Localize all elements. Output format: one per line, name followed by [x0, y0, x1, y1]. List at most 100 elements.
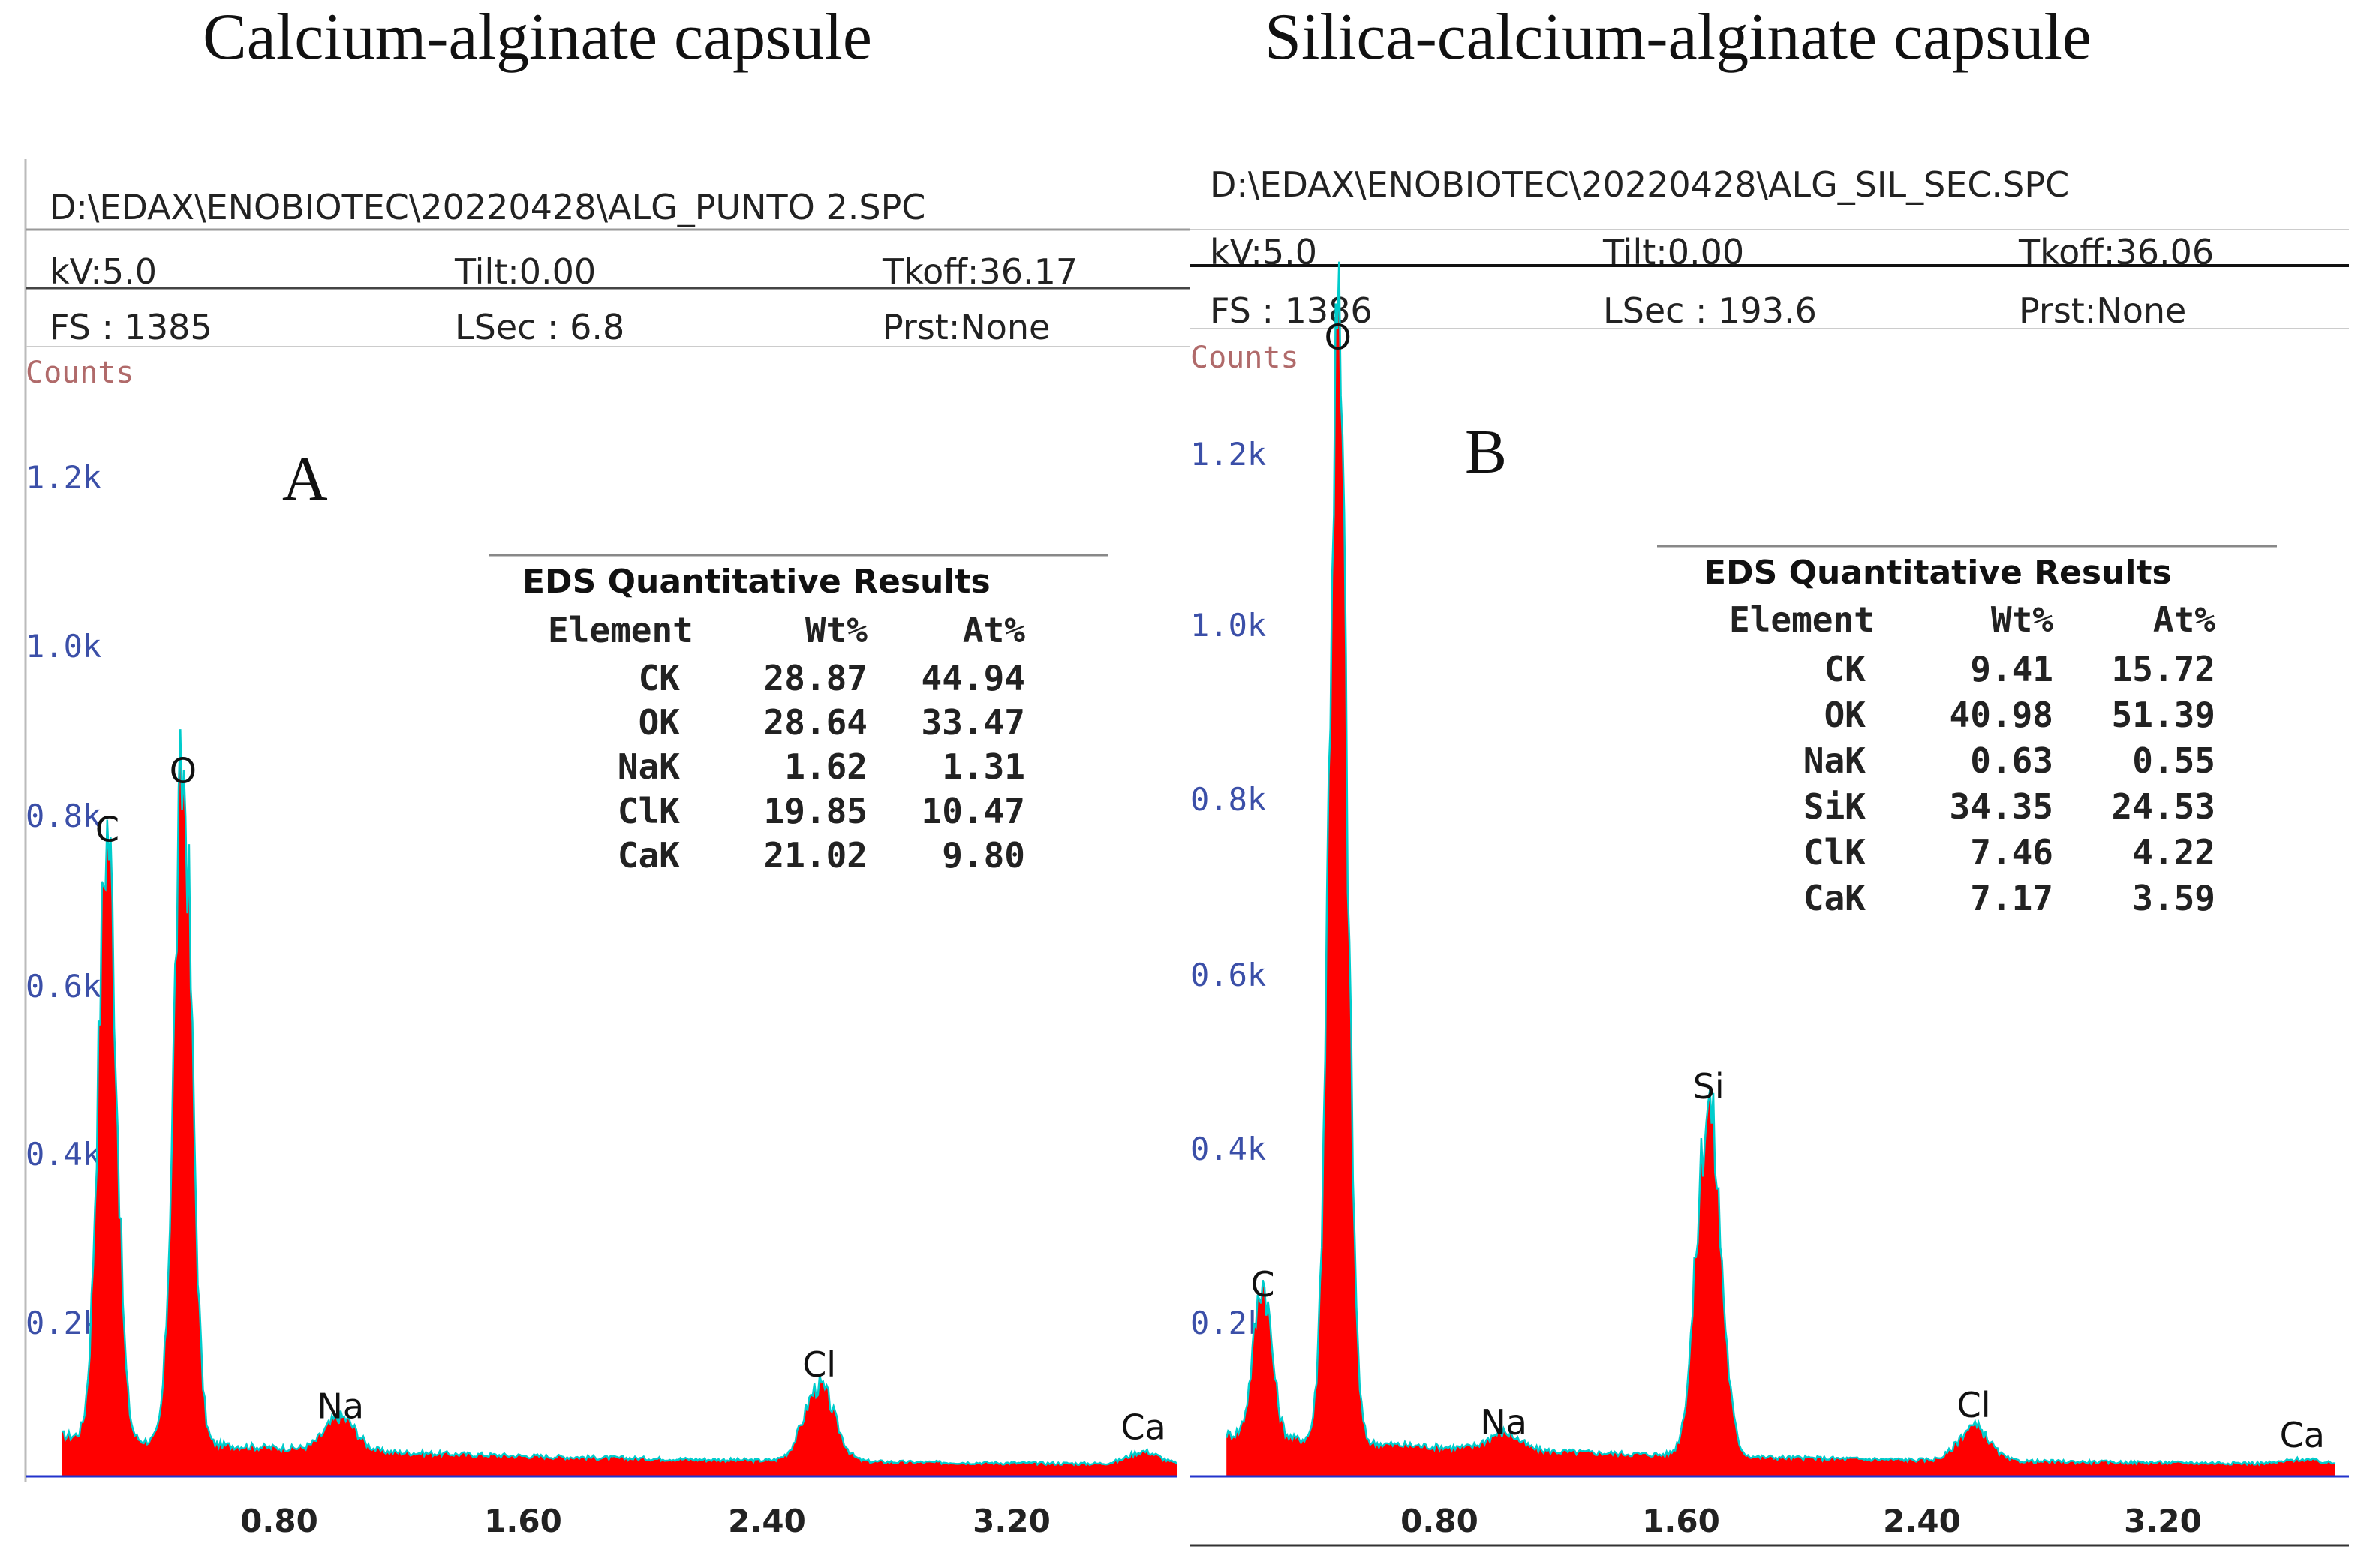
- y-tick-label: 0.6k: [26, 968, 101, 1005]
- y-tick-label: 0.4k: [1190, 1131, 1266, 1167]
- panel-a-fs: FS : 1385: [50, 307, 212, 347]
- panel-a-table-rows: CK 28.87 44.94 OK 28.64 33.47 NaK 1.62 1.31 ClK 19…: [618, 658, 1025, 876]
- x-tick-label: 0.80: [240, 1503, 318, 1539]
- table-cell-at: 4.22: [2132, 832, 2215, 873]
- panel-a-x-ticks: 0.80 1.60 2.40 3.20: [240, 1503, 1051, 1539]
- panel-b-peak-labels: C O Na Si Cl Ca: [1250, 317, 2325, 1455]
- panel-b-col-wt: Wt%: [1991, 599, 2053, 640]
- panel-b-results-table: EDS Quantitative Results Element Wt% At%…: [1657, 545, 2277, 918]
- table-cell-wt: 28.64: [764, 702, 868, 743]
- table-cell-element: CaK: [618, 835, 680, 876]
- x-tick-label: 2.40: [728, 1503, 806, 1539]
- panel-a-kv: kV:5.0: [50, 251, 157, 292]
- panel-a-lsec: LSec : 6.8: [455, 307, 624, 347]
- y-tick-label: 0.4k: [26, 1136, 101, 1173]
- table-cell-element: CK: [1824, 649, 1866, 689]
- y-tick-label: 0.8k: [1190, 781, 1266, 818]
- x-tick-label: 1.60: [484, 1503, 562, 1539]
- table-cell-element: CK: [639, 658, 681, 698]
- panel-b-tilt: Tilt:0.00: [1602, 232, 1744, 272]
- panel-a-prst: Prst:None: [883, 307, 1050, 347]
- x-tick-label: 3.20: [973, 1503, 1051, 1539]
- spectrum-fill: [62, 729, 1177, 1476]
- panel-a: D:\EDAX\ENOBIOTEC\20220428\ALG_PUNTO 2.S…: [24, 159, 1190, 1539]
- y-tick-label: 0.6k: [1190, 957, 1266, 993]
- panel-a-col-wt: Wt%: [805, 610, 868, 650]
- table-cell-element: NaK: [618, 746, 680, 787]
- table-cell-at: 24.53: [2112, 786, 2215, 827]
- table-cell-wt: 28.87: [764, 658, 868, 698]
- x-tick-label: 2.40: [1883, 1503, 1961, 1539]
- peak-label-c: C: [95, 809, 119, 849]
- panel-b: D:\EDAX\ENOBIOTEC\20220428\ALG_SIL_SEC.S…: [1190, 164, 2349, 1547]
- panel-a-spectrum: [62, 729, 1178, 1476]
- peak-label-na: Na: [1480, 1402, 1527, 1443]
- table-cell-at: 9.80: [942, 835, 1025, 876]
- panel-a-tkoff: Tkoff:36.17: [882, 251, 1078, 292]
- panel-b-x-ticks: 0.80 1.60 2.40 3.20: [1400, 1503, 2202, 1539]
- spectrum-outline: [62, 729, 1178, 1467]
- spectrum-fill: [1226, 261, 2335, 1477]
- table-cell-wt: 1.62: [784, 746, 868, 787]
- peak-label-na: Na: [317, 1386, 365, 1427]
- y-tick-label: 1.0k: [26, 628, 101, 665]
- spectrum-outline: [1225, 261, 2336, 1467]
- panel-b-spectrum: [1225, 261, 2336, 1477]
- panel-b-table-title: EDS Quantitative Results: [1704, 554, 2172, 592]
- table-cell-element: ClK: [1803, 832, 1866, 873]
- panel-b-kv: kV:5.0: [1210, 232, 1317, 272]
- panel-a-results-table: EDS Quantitative Results Element Wt% At%…: [489, 554, 1108, 876]
- table-cell-wt: 7.46: [1970, 832, 2053, 873]
- caption-left: Calcium-alginate capsule: [203, 1, 872, 74]
- panel-b-fs: FS : 1386: [1210, 290, 1373, 331]
- x-tick-label: 0.80: [1400, 1503, 1478, 1539]
- peak-label-cl: Cl: [802, 1344, 836, 1385]
- table-cell-wt: 9.41: [1970, 649, 2053, 689]
- peak-label-cl: Cl: [1957, 1385, 1991, 1425]
- panel-b-ylabel: Counts: [1190, 341, 1299, 375]
- y-tick-label: 1.2k: [1190, 436, 1266, 473]
- panel-a-peak-labels: C O Na Cl Ca: [95, 750, 1166, 1447]
- peak-label-ca: Ca: [1120, 1407, 1165, 1448]
- panel-a-letter: A: [282, 444, 328, 514]
- table-cell-element: NaK: [1803, 740, 1866, 781]
- y-tick-label: 0.2k: [26, 1305, 101, 1341]
- table-cell-wt: 34.35: [1950, 786, 2053, 827]
- panel-a-ylabel: Counts: [26, 356, 134, 390]
- table-cell-wt: 19.85: [764, 791, 868, 831]
- peak-label-o: O: [1325, 317, 1352, 357]
- table-cell-at: 10.47: [922, 791, 1025, 831]
- table-cell-at: 44.94: [922, 658, 1025, 698]
- peak-label-si: Si: [1693, 1066, 1725, 1107]
- table-cell-at: 3.59: [2132, 878, 2215, 918]
- table-cell-at: 0.55: [2132, 740, 2215, 781]
- panel-a-col-at: At%: [963, 610, 1025, 650]
- table-cell-element: CaK: [1803, 878, 1866, 918]
- x-tick-label: 1.60: [1642, 1503, 1720, 1539]
- panel-a-table-title: EDS Quantitative Results: [522, 563, 991, 601]
- table-cell-at: 15.72: [2112, 649, 2215, 689]
- panel-b-tkoff: Tkoff:36.06: [2018, 232, 2214, 272]
- panel-b-col-element: Element: [1729, 599, 1875, 640]
- table-cell-at: 51.39: [2112, 695, 2215, 735]
- table-cell-wt: 40.98: [1950, 695, 2053, 735]
- table-cell-wt: 0.63: [1970, 740, 2053, 781]
- panel-b-letter: B: [1465, 417, 1507, 487]
- peak-label-c: C: [1250, 1264, 1274, 1305]
- table-cell-element: SiK: [1803, 786, 1866, 827]
- table-cell-at: 33.47: [922, 702, 1025, 743]
- panel-a-y-ticks: 0.2k 0.4k 0.6k 0.8k 1.0k 1.2k: [26, 459, 101, 1341]
- panel-b-prst: Prst:None: [2019, 290, 2186, 331]
- table-cell-at: 1.31: [942, 746, 1025, 787]
- y-tick-label: 1.0k: [1190, 607, 1266, 644]
- panel-a-tilt: Tilt:0.00: [454, 251, 596, 292]
- y-tick-label: 0.8k: [26, 798, 101, 834]
- table-cell-wt: 7.17: [1970, 878, 2053, 918]
- y-tick-label: 1.2k: [26, 459, 101, 496]
- panel-a-file-path: D:\EDAX\ENOBIOTEC\20220428\ALG_PUNTO 2.S…: [50, 187, 925, 227]
- panel-a-col-element: Element: [548, 610, 693, 650]
- table-cell-element: OK: [1824, 695, 1866, 735]
- peak-label-o: O: [170, 750, 197, 791]
